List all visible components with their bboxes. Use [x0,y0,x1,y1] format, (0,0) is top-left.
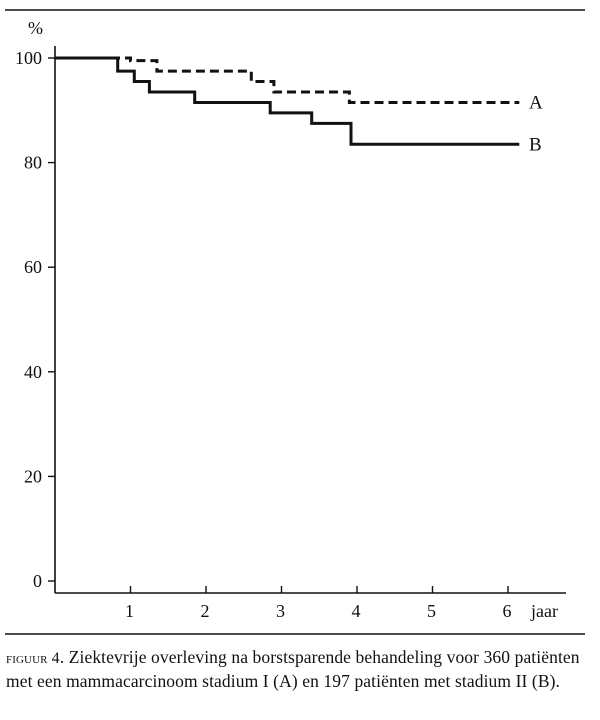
x-ticks: 1 2 3 4 5 6 [125,586,512,621]
series-label-a: A [529,92,543,113]
figure-label: figuur 4 [6,650,60,667]
x-tick-label-4: 4 [352,601,361,621]
x-tick-label-5: 5 [427,601,436,621]
x-tick-label-1: 1 [125,601,134,621]
x-tick-label-3: 3 [276,601,285,621]
y-tick-label-40: 40 [24,362,42,382]
x-tick-label-6: 6 [503,601,512,621]
y-axis-unit-label: % [28,18,43,38]
x-axis-label: jaar [530,601,558,621]
y-tick-label-60: 60 [24,257,42,277]
x-tick-label-2: 2 [201,601,210,621]
series-line-a [55,56,520,104]
figure-caption: figuur 4. Ziektevrije overleving na bors… [6,646,594,692]
axes [54,46,566,594]
y-tick-label-20: 20 [24,466,42,486]
y-ticks: 0 20 40 60 80 100 [15,48,55,591]
caption-text: . Ziektevrije overleving na borstsparend… [6,647,580,691]
y-tick-label-80: 80 [24,153,42,173]
series-label-b: B [529,134,542,155]
survival-chart: % 0 20 40 60 80 100 1 2 3 4 5 6 jaar AB [5,9,585,635]
series-line-b [55,56,520,146]
y-tick-label-0: 0 [33,571,42,591]
series-layer: AB [55,56,543,155]
y-tick-label-100: 100 [15,48,42,68]
